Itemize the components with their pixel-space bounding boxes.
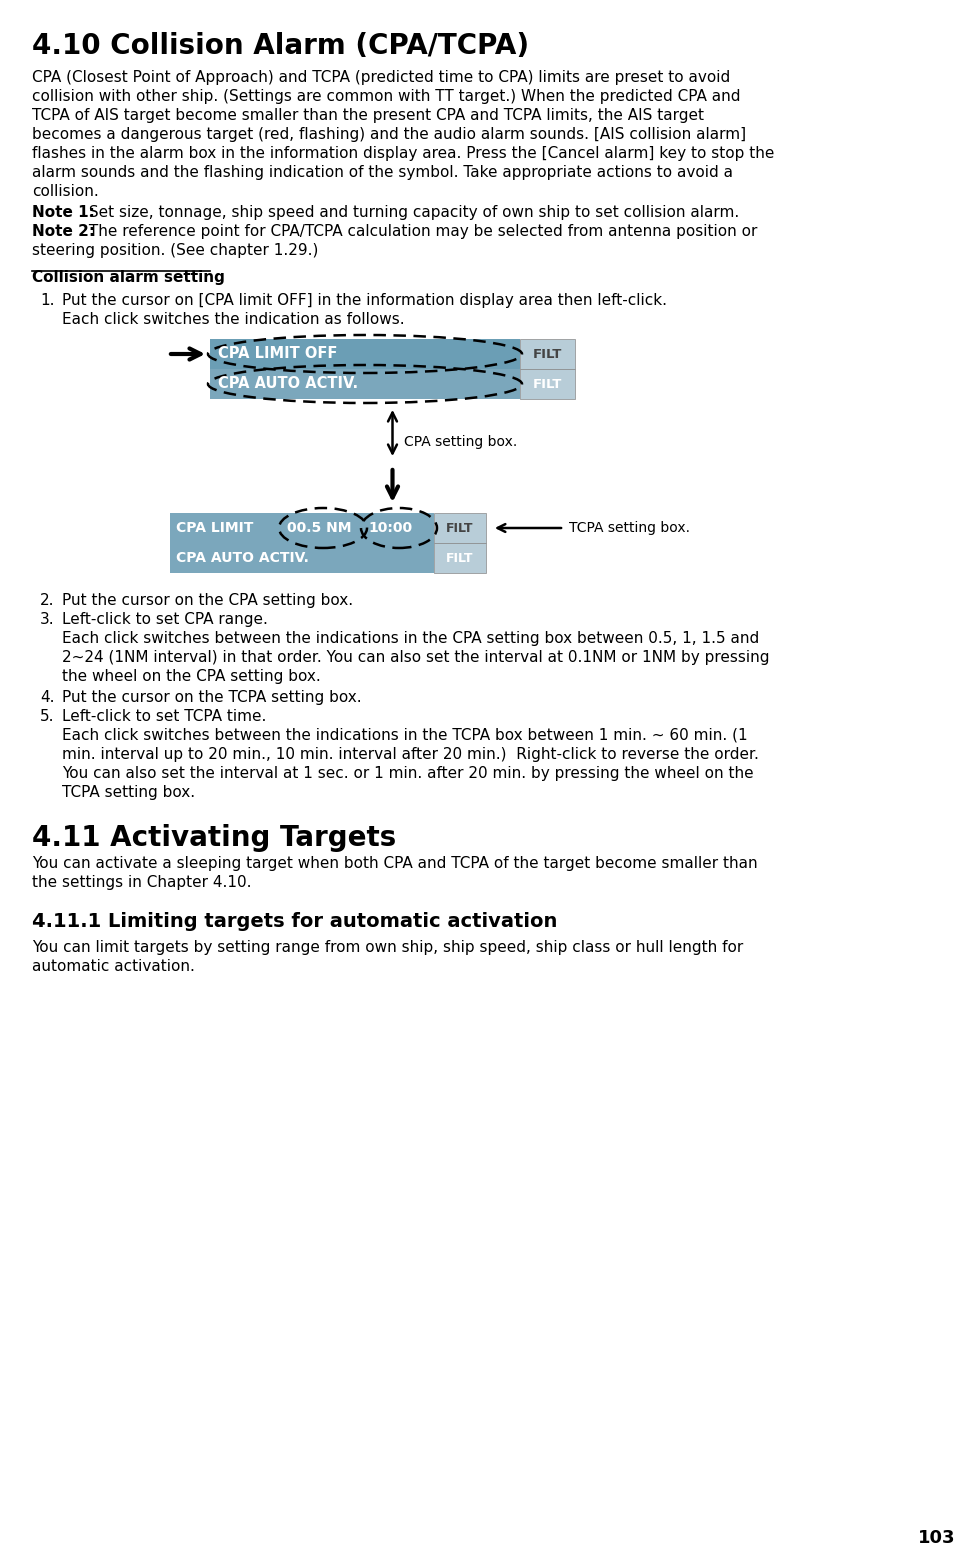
Text: Left-click to set TCPA time.: Left-click to set TCPA time. — [62, 709, 266, 724]
Text: becomes a dangerous target (red, flashing) and the audio alarm sounds. [AIS coll: becomes a dangerous target (red, flashin… — [32, 127, 745, 142]
FancyBboxPatch shape — [364, 513, 433, 543]
Text: Each click switches between the indications in the TCPA box between 1 min. ~ 60 : Each click switches between the indicati… — [62, 729, 747, 743]
Text: FILT: FILT — [532, 347, 561, 360]
Text: The reference point for CPA/TCPA calculation may be selected from antenna positi: The reference point for CPA/TCPA calcula… — [84, 224, 757, 239]
FancyBboxPatch shape — [170, 543, 433, 573]
Text: the settings in Chapter 4.10.: the settings in Chapter 4.10. — [32, 875, 251, 889]
Text: 4.10 Collision Alarm (CPA/TCPA): 4.10 Collision Alarm (CPA/TCPA) — [32, 32, 528, 60]
Text: You can limit targets by setting range from own ship, ship speed, ship class or : You can limit targets by setting range f… — [32, 940, 742, 956]
Text: Each click switches between the indications in the CPA setting box between 0.5, : Each click switches between the indicati… — [62, 631, 759, 645]
FancyBboxPatch shape — [210, 340, 519, 369]
Text: flashes in the alarm box in the information display area. Press the [Cancel alar: flashes in the alarm box in the informat… — [32, 147, 774, 161]
Text: CPA LIMIT OFF: CPA LIMIT OFF — [218, 346, 337, 361]
Text: the wheel on the CPA setting box.: the wheel on the CPA setting box. — [62, 669, 321, 684]
Text: FILT: FILT — [446, 522, 473, 534]
Text: Note 1:: Note 1: — [32, 205, 95, 219]
Text: automatic activation.: automatic activation. — [32, 959, 195, 974]
Text: 4.: 4. — [40, 690, 55, 706]
Text: 4.11 Activating Targets: 4.11 Activating Targets — [32, 824, 396, 852]
Text: 10:00: 10:00 — [368, 520, 412, 536]
Text: 5.: 5. — [40, 709, 55, 724]
Text: TCPA of AIS target become smaller than the present CPA and TCPA limits, the AIS : TCPA of AIS target become smaller than t… — [32, 108, 703, 124]
Text: CPA (Closest Point of Approach) and TCPA (predicted time to CPA) limits are pres: CPA (Closest Point of Approach) and TCPA… — [32, 69, 730, 85]
FancyBboxPatch shape — [433, 543, 485, 573]
Text: FILT: FILT — [532, 377, 561, 391]
Text: Collision alarm setting: Collision alarm setting — [32, 270, 225, 286]
Text: collision.: collision. — [32, 184, 99, 199]
Text: CPA AUTO ACTIV.: CPA AUTO ACTIV. — [176, 551, 309, 565]
FancyBboxPatch shape — [282, 513, 364, 543]
Text: You can also set the interval at 1 sec. or 1 min. after 20 min. by pressing the : You can also set the interval at 1 sec. … — [62, 766, 753, 781]
Text: 3.: 3. — [40, 611, 55, 627]
Text: CPA LIMIT: CPA LIMIT — [176, 520, 253, 536]
Text: Put the cursor on [CPA limit OFF] in the information display area then left-clic: Put the cursor on [CPA limit OFF] in the… — [62, 293, 666, 307]
Text: Set size, tonnage, ship speed and turning capacity of own ship to set collision : Set size, tonnage, ship speed and turnin… — [84, 205, 738, 219]
Text: 103: 103 — [916, 1529, 954, 1544]
FancyBboxPatch shape — [210, 369, 519, 398]
FancyBboxPatch shape — [519, 340, 574, 369]
Text: TCPA setting box.: TCPA setting box. — [62, 784, 195, 800]
Text: CPA AUTO ACTIV.: CPA AUTO ACTIV. — [218, 377, 358, 392]
FancyBboxPatch shape — [433, 513, 485, 543]
Text: collision with other ship. (Settings are common with TT target.) When the predic: collision with other ship. (Settings are… — [32, 90, 739, 103]
Text: Put the cursor on the TCPA setting box.: Put the cursor on the TCPA setting box. — [62, 690, 361, 706]
Text: alarm sounds and the flashing indication of the symbol. Take appropriate actions: alarm sounds and the flashing indication… — [32, 165, 733, 181]
Text: FILT: FILT — [446, 551, 473, 565]
Text: 4.11.1 Limiting targets for automatic activation: 4.11.1 Limiting targets for automatic ac… — [32, 913, 556, 931]
FancyBboxPatch shape — [170, 513, 282, 543]
Text: CPA setting box.: CPA setting box. — [404, 435, 517, 449]
FancyBboxPatch shape — [519, 369, 574, 398]
Text: Put the cursor on the CPA setting box.: Put the cursor on the CPA setting box. — [62, 593, 353, 608]
Text: 2.: 2. — [40, 593, 55, 608]
Text: Each click switches the indication as follows.: Each click switches the indication as fo… — [62, 312, 404, 327]
Text: min. interval up to 20 min., 10 min. interval after 20 min.)  Right-click to rev: min. interval up to 20 min., 10 min. int… — [62, 747, 758, 763]
Text: 1.: 1. — [40, 293, 55, 307]
Text: You can activate a sleeping target when both CPA and TCPA of the target become s: You can activate a sleeping target when … — [32, 855, 757, 871]
Text: 00.5 NM: 00.5 NM — [287, 520, 351, 536]
Text: Left-click to set CPA range.: Left-click to set CPA range. — [62, 611, 268, 627]
Text: Note 2:: Note 2: — [32, 224, 95, 239]
Text: steering position. (See chapter 1.29.): steering position. (See chapter 1.29.) — [32, 242, 318, 258]
Text: 2~24 (1NM interval) in that order. You can also set the interval at 0.1NM or 1NM: 2~24 (1NM interval) in that order. You c… — [62, 650, 769, 665]
Text: TCPA setting box.: TCPA setting box. — [568, 520, 689, 536]
